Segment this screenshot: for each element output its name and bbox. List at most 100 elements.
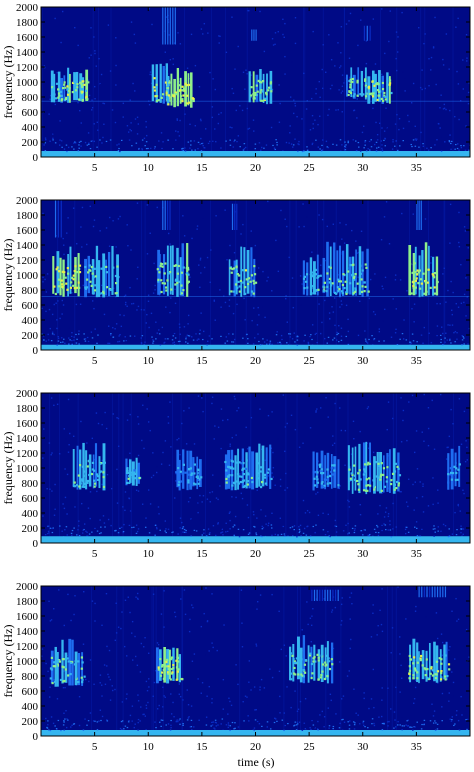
- noise-pixel: [47, 333, 49, 336]
- low-frequency-speckle: [237, 528, 240, 530]
- call-energy: [187, 479, 190, 482]
- noise-pixel: [62, 626, 64, 629]
- noise-pixel: [77, 525, 80, 527]
- noise-pixel: [109, 678, 111, 681]
- call-energy: [450, 474, 454, 477]
- call-energy: [253, 96, 256, 99]
- call-energy: [291, 654, 294, 657]
- call-energy: [427, 677, 430, 681]
- y-tick-label: 1000: [16, 270, 39, 282]
- noise-pixel: [274, 533, 277, 536]
- call-energy: [157, 278, 160, 281]
- call-energy: [176, 656, 180, 659]
- noise-pixel: [149, 429, 151, 432]
- call-energy: [331, 282, 334, 285]
- noise-pixel: [280, 209, 282, 212]
- vocal-call: [302, 254, 322, 296]
- call-energy: [326, 675, 329, 678]
- call-stroke: [388, 76, 391, 104]
- noise-pixel: [397, 586, 399, 588]
- noise-pixel: [49, 327, 51, 330]
- noise-pixel: [176, 439, 178, 441]
- noise-pixel: [130, 130, 133, 132]
- low-frequency-speckle: [381, 144, 383, 146]
- noise-pixel: [208, 685, 210, 688]
- y-tick-label: 200: [22, 137, 39, 149]
- call-energy: [179, 95, 183, 98]
- low-frequency-speckle: [399, 724, 401, 726]
- noise-pixel: [368, 343, 370, 345]
- noise-pixel: [248, 720, 250, 722]
- call-stroke: [74, 651, 78, 686]
- noise-pixel: [284, 434, 286, 436]
- noise-pixel: [354, 688, 356, 690]
- call-energy: [94, 275, 97, 278]
- low-frequency-speckle: [73, 527, 75, 529]
- noise-pixel: [422, 511, 425, 513]
- call-energy: [61, 270, 64, 273]
- low-frequency-speckle: [430, 147, 432, 149]
- low-frequency-speckle: [71, 529, 74, 532]
- noise-pixel: [448, 692, 450, 694]
- call-energy: [252, 92, 255, 96]
- noise-pixel: [130, 707, 132, 710]
- x-tick-label: 20: [250, 355, 262, 367]
- call-energy: [388, 83, 391, 86]
- noise-pixel: [113, 672, 116, 674]
- noise-pixel: [178, 82, 180, 84]
- noise-pixel: [63, 428, 65, 430]
- noise-streak: [296, 393, 298, 543]
- noise-pixel: [140, 341, 143, 344]
- noise-pixel: [215, 447, 218, 449]
- noise-pixel: [91, 109, 93, 111]
- call-energy: [268, 86, 271, 89]
- noise-pixel: [131, 632, 133, 634]
- noise-pixel: [247, 715, 249, 717]
- noise-pixel: [264, 459, 266, 462]
- low-frequency-speckle: [371, 718, 374, 720]
- call-energy: [61, 87, 65, 90]
- low-frequency-speckle: [119, 150, 121, 153]
- noise-pixel: [86, 535, 88, 537]
- noise-pixel: [402, 311, 404, 313]
- noise-pixel: [441, 326, 443, 328]
- call-energy: [312, 292, 315, 295]
- noise-pixel: [387, 290, 389, 292]
- noise-pixel: [254, 709, 256, 711]
- call-energy: [260, 481, 264, 484]
- call-energy: [293, 660, 297, 663]
- noise-pixel: [337, 109, 339, 111]
- call-energy: [80, 667, 83, 670]
- call-energy: [357, 483, 360, 486]
- noise-pixel: [378, 328, 381, 330]
- call-energy: [237, 482, 241, 485]
- y-tick-label: 400: [22, 701, 39, 713]
- call-energy: [70, 661, 73, 664]
- call-energy: [438, 657, 441, 660]
- noise-pixel: [286, 321, 288, 323]
- call-stroke: [306, 262, 309, 296]
- noise-pixel: [201, 429, 203, 431]
- call-energy: [225, 481, 228, 484]
- noise-pixel: [374, 63, 377, 65]
- noise-pixel: [272, 44, 275, 46]
- call-energy: [185, 267, 188, 270]
- low-frequency-speckle: [161, 147, 163, 150]
- noise-pixel: [465, 277, 467, 279]
- noise-pixel: [294, 690, 296, 692]
- noise-pixel: [267, 276, 269, 279]
- low-frequency-speckle: [454, 723, 456, 725]
- call-energy: [347, 93, 350, 97]
- noise-pixel: [147, 294, 150, 296]
- noise-pixel: [402, 338, 405, 340]
- low-frequency-speckle: [387, 725, 389, 727]
- noise-pixel: [170, 713, 173, 715]
- call-energy: [350, 80, 353, 84]
- low-frequency-speckle: [311, 142, 314, 144]
- noise-pixel: [349, 629, 351, 631]
- low-frequency-speckle: [122, 531, 125, 534]
- low-frequency-speckle: [358, 723, 361, 725]
- call-energy: [328, 277, 331, 281]
- low-frequency-speckle: [381, 729, 384, 731]
- noise-pixel: [187, 314, 190, 317]
